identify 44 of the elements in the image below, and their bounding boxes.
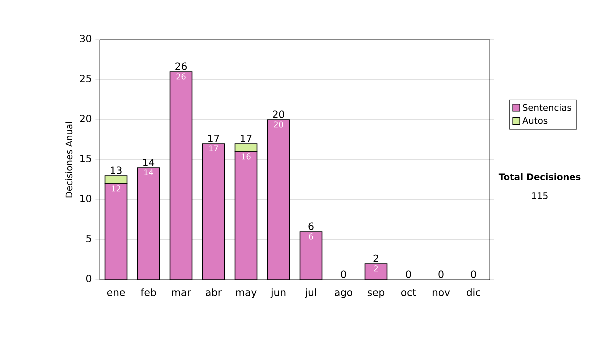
- total-label: 0: [438, 270, 444, 278]
- data-label: 14: [144, 170, 154, 176]
- data-label: 17: [210, 146, 218, 152]
- x-tick-label: dic: [466, 288, 480, 296]
- y-tick-label: 25: [80, 74, 92, 83]
- y-axis-title: Decisiones Anual: [66, 122, 73, 198]
- x-tick-label: abr: [206, 288, 222, 296]
- total-label: 0: [406, 270, 412, 278]
- data-label: 6: [309, 234, 314, 240]
- y-tick-label: 15: [80, 155, 92, 163]
- total-label: 26: [176, 62, 187, 70]
- total-label: 0: [341, 270, 346, 278]
- data-label: 2: [374, 266, 378, 272]
- total-label: 6: [308, 222, 314, 230]
- total-label: 2: [374, 254, 378, 262]
- total-label: 14: [143, 159, 155, 166]
- data-label: 12: [112, 186, 121, 192]
- y-tick-label: 5: [86, 235, 92, 243]
- y-tick-label: 20: [80, 114, 92, 123]
- total-label: 13: [110, 166, 122, 174]
- x-tick-label: may: [236, 290, 257, 298]
- text: 115: [532, 192, 548, 200]
- text: Total Decisiones: [498, 174, 581, 180]
- data-label: 20: [274, 122, 284, 128]
- x-tick-label: oct: [402, 289, 416, 296]
- data-label: 26: [176, 74, 186, 80]
- total-label: 17: [208, 135, 220, 142]
- x-tick-label: ago: [335, 290, 352, 298]
- x-tick-label: nov: [432, 290, 450, 296]
- y-tick-label: 0: [86, 274, 92, 283]
- legend-label: Sentencias: [523, 104, 572, 112]
- total-label: 17: [240, 135, 252, 142]
- total-label: 0: [471, 270, 476, 278]
- data-label: 16: [242, 154, 251, 160]
- x-tick-label: ene: [107, 290, 126, 296]
- x-tick-label: sep: [368, 290, 385, 298]
- legend-label: Autos: [522, 118, 548, 124]
- y-tick-label: 10: [80, 194, 92, 203]
- x-tick-label: jun: [270, 288, 286, 298]
- total-label: 20: [273, 110, 284, 118]
- y-tick-label: 30: [80, 34, 92, 43]
- x-tick-label: mar: [172, 290, 192, 296]
- x-tick-label: jul: [305, 288, 316, 298]
- x-tick-label: feb: [140, 288, 156, 296]
